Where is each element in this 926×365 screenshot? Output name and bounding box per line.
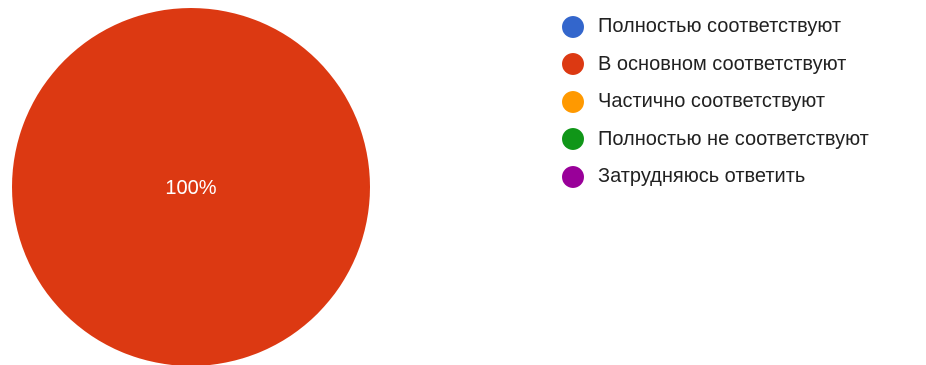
legend-swatch-icon [562, 53, 584, 76]
legend-label: Полностью соответствуют [598, 15, 842, 38]
legend-label: Частично соответствуют [598, 90, 825, 113]
legend-item[interactable]: Полностью соответствуют [562, 8, 869, 46]
legend-label: В основном соответствуют [598, 52, 847, 75]
legend-swatch-icon [562, 128, 584, 151]
pie-slice[interactable] [12, 8, 370, 365]
legend-item[interactable]: Полностью не соответствуют [562, 121, 869, 159]
legend-swatch-icon [562, 90, 584, 113]
legend-item[interactable]: В основном соответствуют [562, 46, 869, 84]
legend-swatch-icon [562, 165, 584, 188]
legend-label: Затрудняюсь ответить [598, 165, 806, 188]
legend-item[interactable]: Частично соответствуют [562, 83, 869, 121]
pie-data-labels: 100% [165, 177, 216, 199]
pie-slices [12, 8, 370, 365]
legend-label: Полностью не соответствуют [598, 127, 869, 150]
chart-legend: Полностью соответствуют В основном соотв… [562, 8, 869, 196]
legend-item[interactable]: Затрудняюсь ответить [562, 158, 869, 196]
legend-swatch-icon [562, 15, 584, 38]
slice-data-label: 100% [165, 177, 216, 199]
